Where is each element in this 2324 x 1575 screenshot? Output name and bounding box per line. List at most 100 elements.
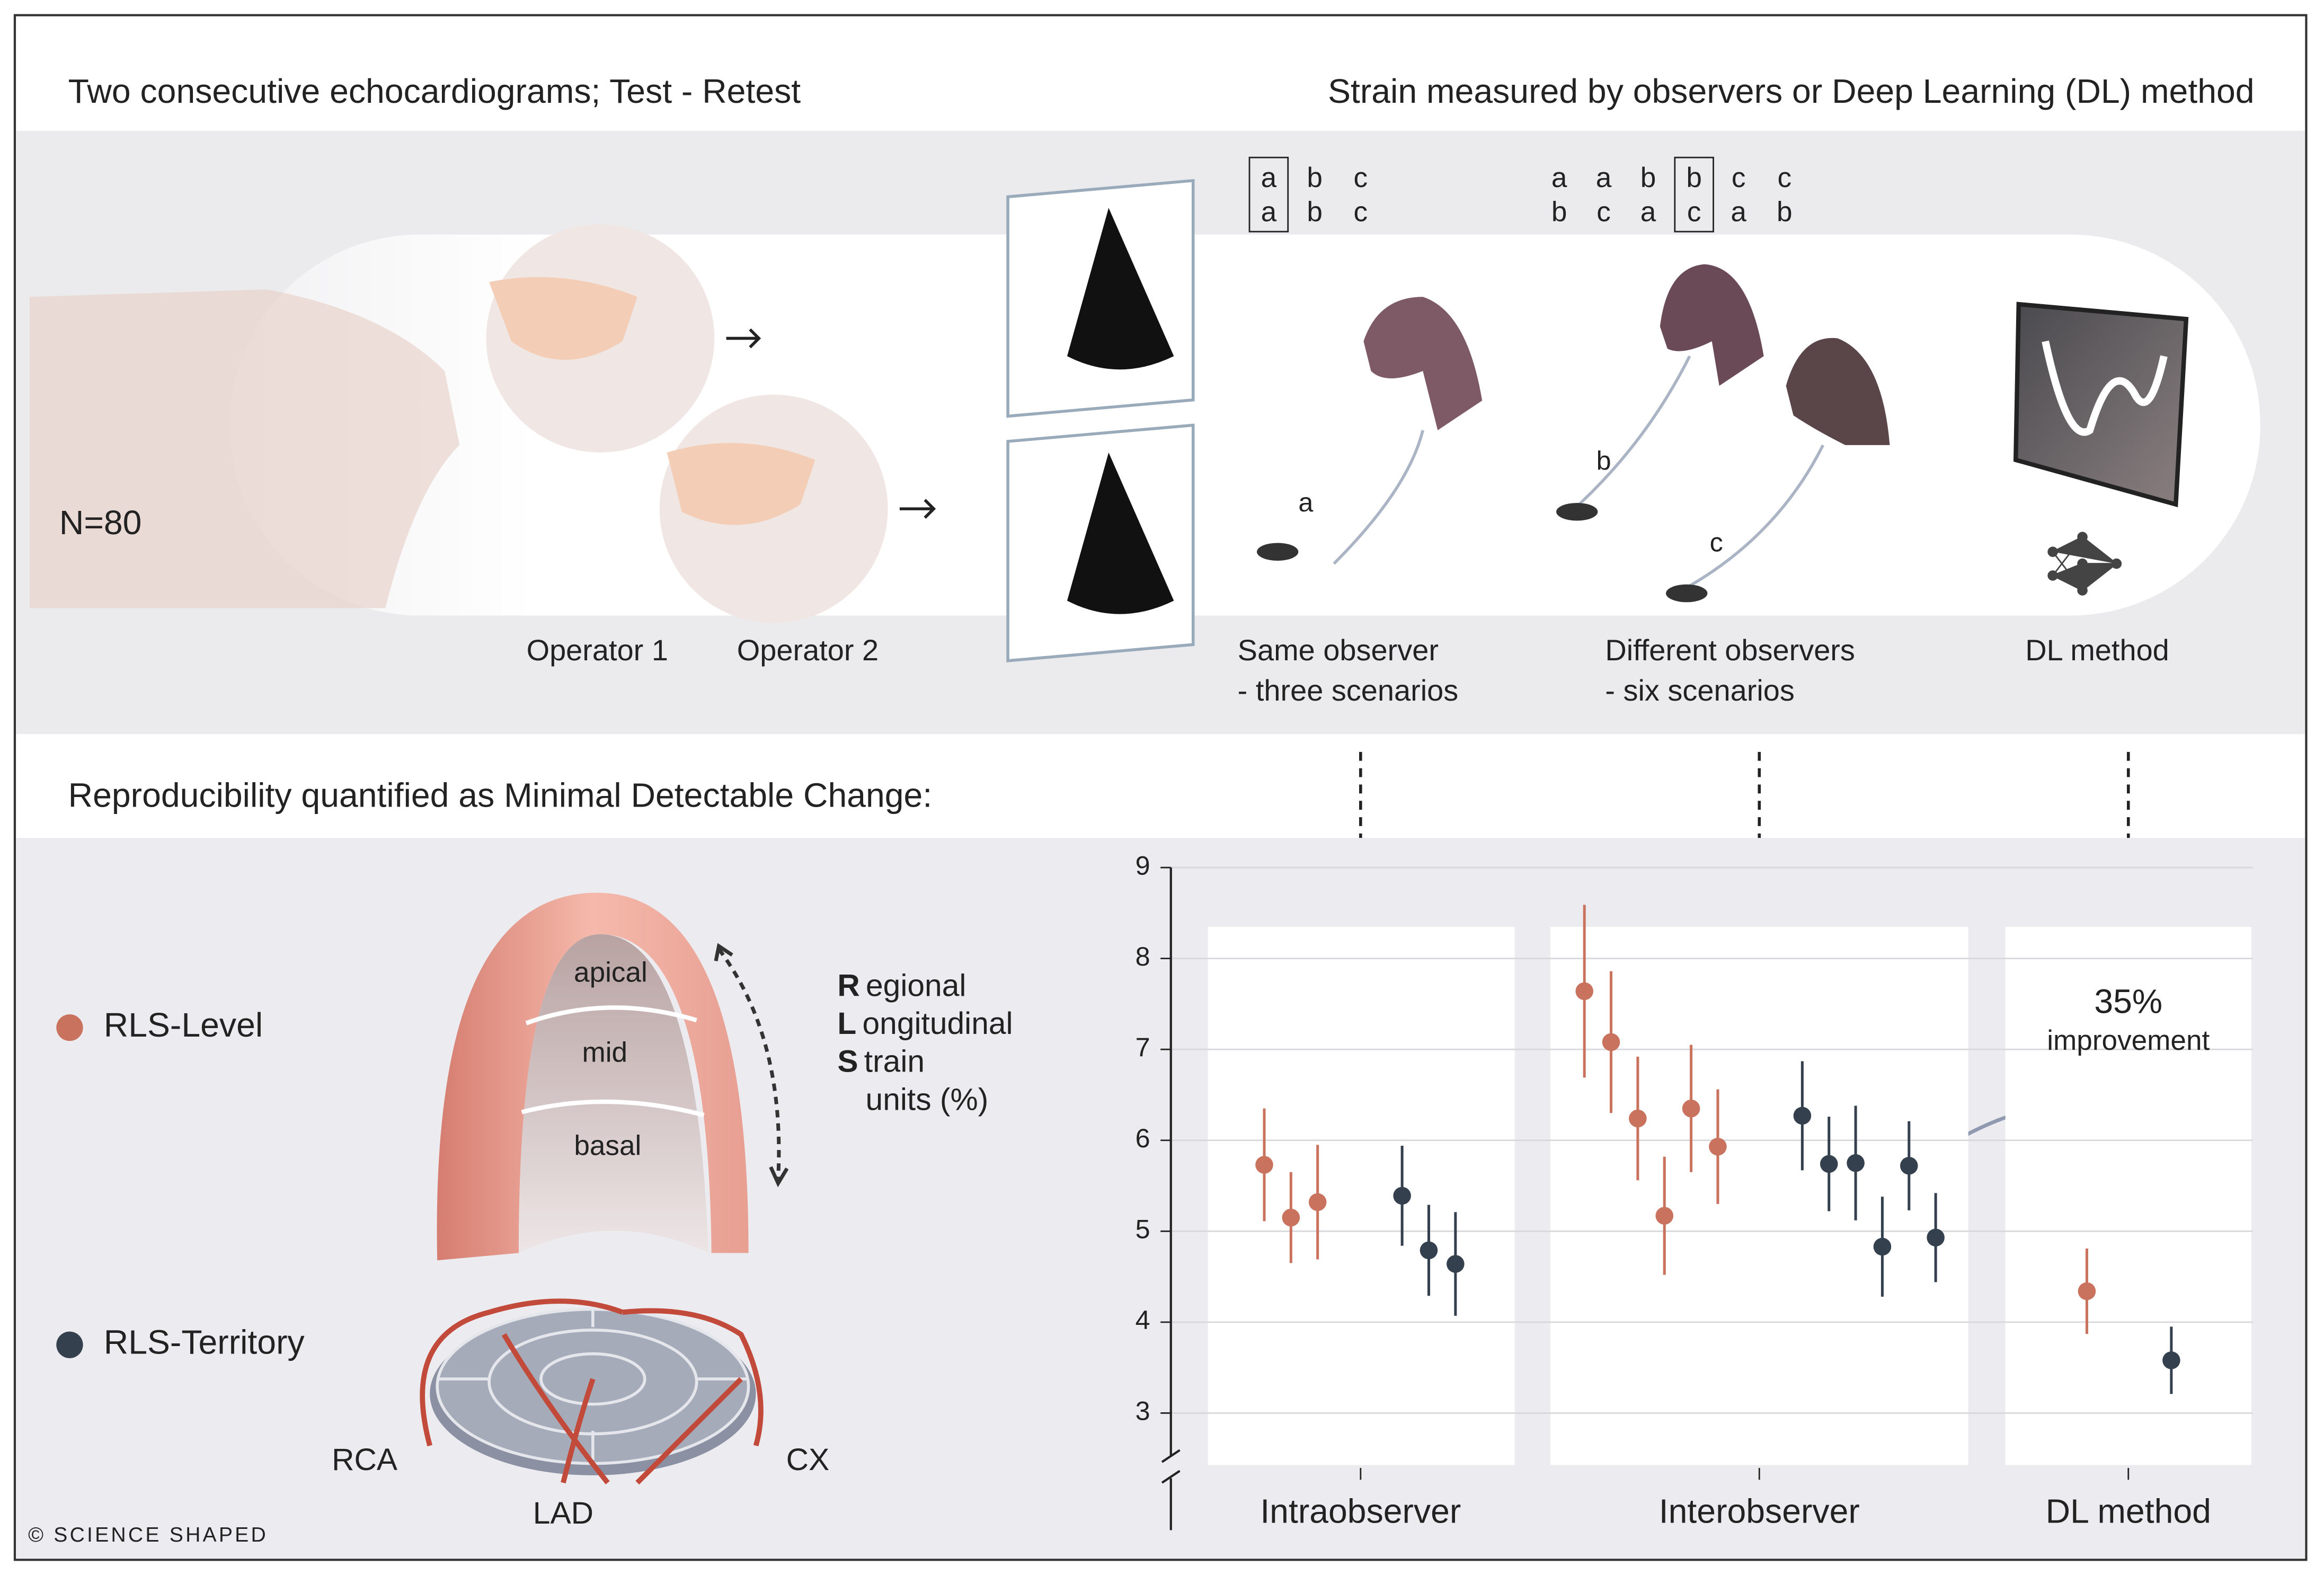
illustration: [717, 948, 781, 1179]
point: [1629, 1109, 1647, 1128]
label: DL method: [2025, 633, 2169, 667]
label: basal: [574, 1130, 641, 1162]
label: Two consecutive echocardiograms; Test - …: [68, 72, 801, 110]
scenario-letter: a: [1731, 197, 1746, 228]
illustration: [1257, 543, 1299, 561]
y-tick-label: 6: [1136, 1123, 1150, 1153]
illustration: [1363, 297, 1483, 430]
label: b: [1596, 446, 1611, 476]
x-tick-label: Interobserver: [1659, 1492, 1860, 1530]
legend-label: RLS-Territory: [104, 1323, 305, 1361]
illustration: [437, 1307, 749, 1461]
label: CX: [786, 1443, 830, 1477]
x-tick-label: DL method: [2046, 1492, 2211, 1530]
point: [2078, 1282, 2096, 1300]
illustration: [1067, 208, 1174, 370]
group-panel: [1208, 926, 1515, 1465]
y-axis: [1161, 868, 1181, 1530]
point: [1873, 1237, 1892, 1256]
y-tick-label: 3: [1136, 1396, 1150, 1426]
point: [1682, 1099, 1700, 1118]
point: [1602, 1033, 1620, 1051]
point: [1575, 982, 1593, 1001]
scenario-letter: c: [1778, 162, 1792, 193]
illustration: [521, 1005, 705, 1118]
scenario-letter: c: [1687, 197, 1701, 228]
group-panel: [2005, 926, 2251, 1465]
illustration: [726, 328, 761, 349]
rls-rest: ongitudinal: [862, 1006, 1013, 1040]
illustration: [29, 289, 460, 608]
label: LAD: [533, 1496, 593, 1530]
label: - three scenarios: [1238, 674, 1459, 707]
illustration: [1556, 502, 1598, 521]
label: © SCIENCE SHAPED: [28, 1524, 268, 1546]
label: Operator 1: [527, 633, 668, 667]
point: [1447, 1255, 1465, 1273]
label: a: [1298, 487, 1313, 517]
rls-units: units (%): [866, 1083, 989, 1117]
illustration: [1333, 355, 1825, 587]
point: [1900, 1156, 1918, 1175]
illustration: [1660, 264, 1764, 386]
y-tick-label: 7: [1136, 1032, 1150, 1062]
label: Different observers: [1605, 633, 1855, 667]
illustration: 3 4 5 6 7 8 9 Intraobserver Interobserver DL meth…: [1136, 850, 2253, 1530]
point: [2162, 1351, 2180, 1369]
label: Operator 2: [737, 633, 879, 667]
y-tick-label: 4: [1136, 1305, 1150, 1335]
point: [1393, 1187, 1411, 1205]
illustration: [2051, 536, 2118, 591]
legend-label: RLS-Level: [104, 1006, 263, 1044]
label: mid: [582, 1037, 627, 1068]
illustration: [2042, 340, 2168, 436]
scenario-letter: b: [1307, 197, 1323, 228]
illustration: [1666, 584, 1708, 603]
point: [1820, 1155, 1838, 1173]
rls-initial: S: [837, 1044, 858, 1078]
x-tick-label: Intraobserver: [1260, 1492, 1461, 1530]
rls-rest: train: [864, 1044, 925, 1078]
point: [1308, 1193, 1327, 1211]
scenario-letter: c: [1732, 162, 1746, 193]
illustration: [667, 443, 815, 525]
point: [1420, 1241, 1438, 1260]
illustration: [899, 499, 936, 519]
annotation-text: improvement: [2047, 1025, 2210, 1056]
scenario-letter: b: [1307, 162, 1323, 193]
annotation-value: 35%: [2094, 982, 2162, 1020]
label: c: [1710, 527, 1723, 558]
scenario-letter: a: [1596, 162, 1612, 193]
illustration: [1786, 338, 1890, 445]
point: [1655, 1207, 1674, 1225]
illustration: [539, 1352, 646, 1406]
legend-marker: [56, 1014, 83, 1041]
point: [1709, 1137, 1727, 1156]
label: apical: [574, 957, 647, 988]
illustration: [714, 943, 789, 1188]
label: N=80: [59, 503, 142, 542]
y-tick-label: 9: [1136, 850, 1150, 880]
scenario-letter: b: [1777, 197, 1793, 228]
illustration: [1359, 751, 2130, 838]
point: [1255, 1156, 1273, 1174]
label: RCA: [332, 1443, 398, 1477]
illustration: [489, 277, 637, 360]
illustration: [1674, 156, 1714, 233]
point: [1793, 1107, 1812, 1125]
illustration: [420, 1298, 764, 1485]
scenario-letter: b: [1640, 162, 1656, 193]
scenario-letter: a: [1640, 197, 1656, 228]
illustration: [1067, 452, 1174, 614]
group-panel: [1550, 926, 1968, 1465]
scenario-letter: c: [1354, 162, 1368, 193]
scenario-letter: a: [1261, 197, 1277, 228]
scenario-letter: c: [1596, 197, 1611, 228]
scenario-letter: b: [1551, 197, 1567, 228]
rls-initial: L: [837, 1006, 856, 1040]
